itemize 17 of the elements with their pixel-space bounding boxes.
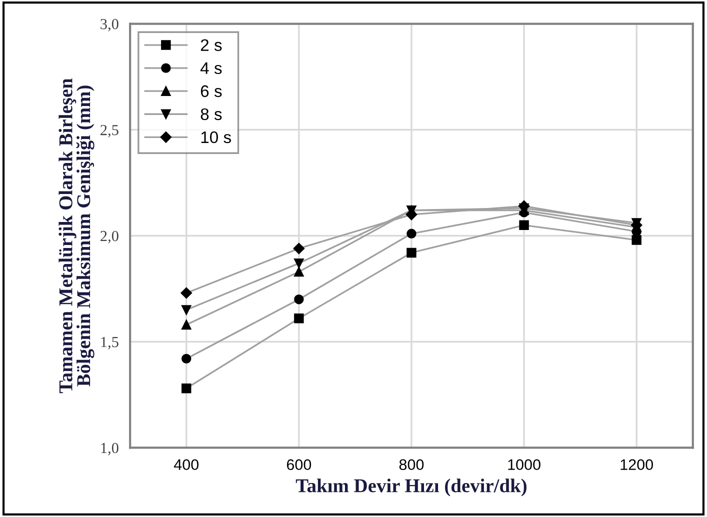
- legend-label: 4 s: [200, 62, 222, 74]
- legend-label: 2 s: [200, 39, 222, 52]
- y-tick-label: 1,5: [101, 336, 118, 350]
- x-tick-label: 1200: [620, 459, 653, 470]
- legend-label: 10 s: [201, 131, 231, 144]
- y-tick-label: 2,5: [100, 124, 118, 138]
- y-tick-label: 1,0: [101, 442, 118, 456]
- x-tick-label: 400: [174, 459, 199, 470]
- legend-label: 8 s: [200, 108, 222, 120]
- x-tick-label: 1000: [508, 459, 540, 470]
- y-tick-label: 2,0: [100, 230, 118, 244]
- y-tick-label: 3,0: [100, 18, 118, 32]
- y-axis-title: Tamamen Metalürjik Olarak Birleşen Bölgenin Maksimum Genişliği (mm): [58, 78, 94, 394]
- x-axis-title: Takım Devir Hızı (devir/dk): [296, 478, 526, 496]
- x-tick-label: 800: [399, 459, 424, 470]
- x-tick-label: 600: [286, 459, 312, 470]
- legend-label: 6 s: [200, 85, 222, 98]
